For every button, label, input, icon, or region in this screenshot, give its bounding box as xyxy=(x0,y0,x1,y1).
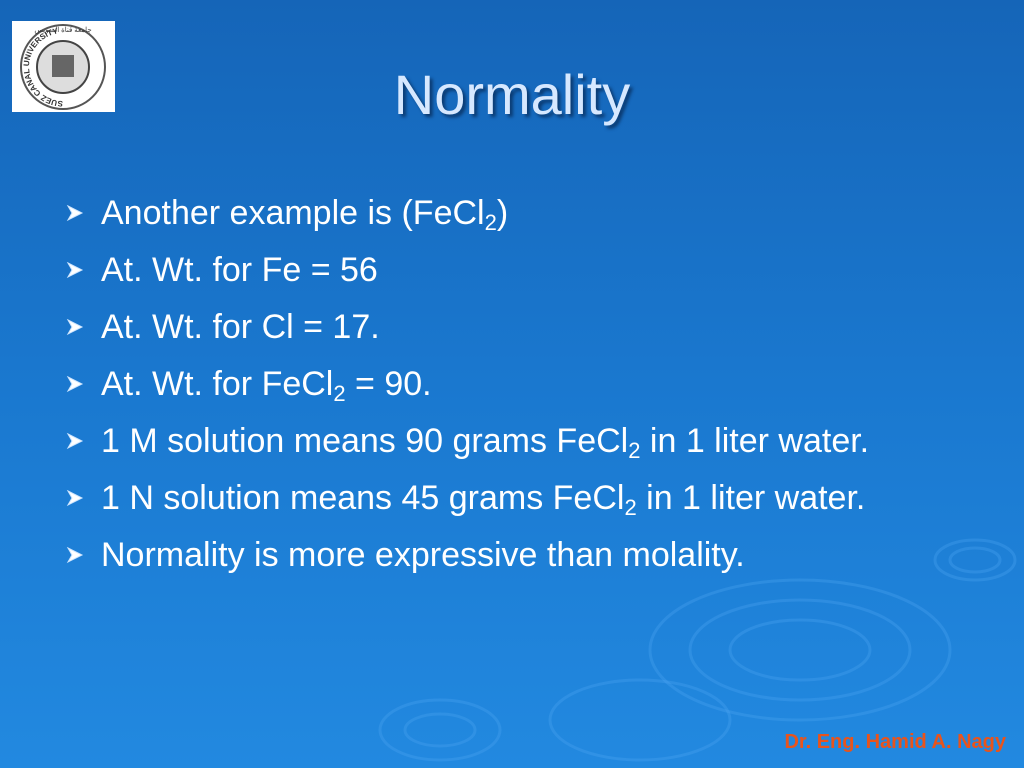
bullet-text: Another example is (FeCl xyxy=(101,194,485,232)
bullet-text: = 90. xyxy=(345,365,432,403)
bullet: Normality is more expressive than molali… xyxy=(64,532,894,579)
logo-emblem: SUEZ CANAL UNIVERSITY جامعة قناة السويس xyxy=(20,24,106,110)
bullet-arrow xyxy=(66,546,84,564)
logo: SUEZ CANAL UNIVERSITY جامعة قناة السويس xyxy=(12,21,115,112)
bullet-arrow xyxy=(66,261,84,279)
bullet-text: in 1 liter water. xyxy=(636,479,866,517)
bullet-arrow xyxy=(66,318,84,336)
bullet-text: Normality is more expressive than molali… xyxy=(101,536,745,574)
bullet-text: ) xyxy=(496,194,509,232)
bullet-text: 1 N solution means 45 grams FeCl xyxy=(101,479,625,517)
bullet-list: Another example is (FeCl2) At. Wt. for Fe… xyxy=(64,190,894,589)
footer-author: Dr. Eng. Hamid A. Nagy xyxy=(784,731,1006,753)
logo-arabic: جامعة قناة السويس xyxy=(34,26,91,34)
bullet-text: 1 M solution means 90 grams FeCl xyxy=(101,422,629,460)
bullet-arrow xyxy=(66,204,84,222)
subscript: 2 xyxy=(628,438,641,463)
subscript: 2 xyxy=(333,381,346,406)
slide-title: Normality xyxy=(393,63,631,126)
bullet-text: At. Wt. for Fe = 56 xyxy=(101,251,378,289)
subscript: 2 xyxy=(624,495,637,520)
bullet-text: At. Wt. for FeCl xyxy=(101,365,334,403)
bullet: At. Wt. for Cl = 17. xyxy=(64,304,894,351)
bullet-arrow xyxy=(66,489,84,507)
bullet: 1 M solution means 90 grams FeCl2 in 1 l… xyxy=(64,418,894,465)
bullet-arrow xyxy=(66,432,84,450)
bullet-text: At. Wt. for Cl = 17. xyxy=(101,308,380,346)
bullet-arrow xyxy=(66,375,84,393)
bullet: 1 N solution means 45 grams FeCl2 in 1 l… xyxy=(64,475,894,522)
bullet: Another example is (FeCl2) xyxy=(64,190,894,237)
bullet: At. Wt. for FeCl2 = 90. xyxy=(64,361,894,408)
bullet-text: in 1 liter water. xyxy=(640,422,870,460)
subscript: 2 xyxy=(484,210,497,235)
bullet: At. Wt. for Fe = 56 xyxy=(64,247,894,294)
